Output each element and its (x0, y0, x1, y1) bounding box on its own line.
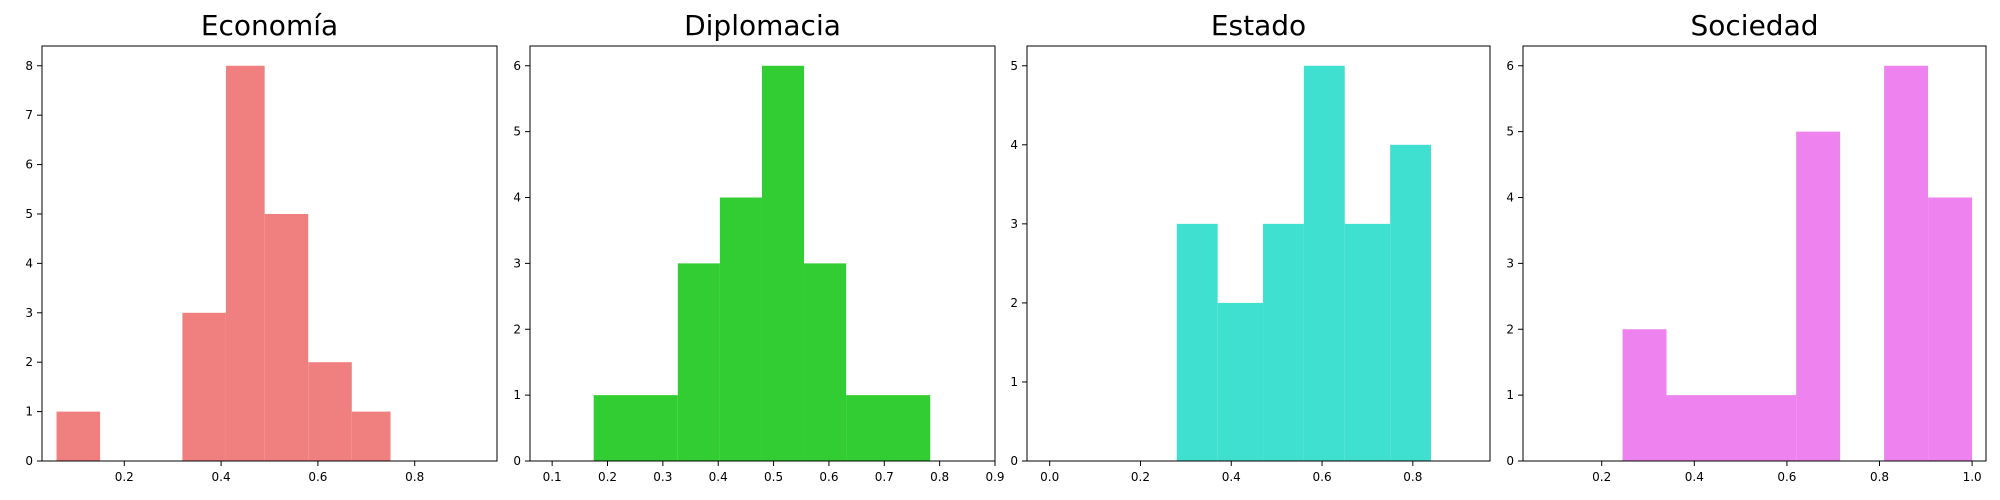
histogram-bar (761, 65, 805, 461)
y-tick-label: 6 (25, 158, 33, 172)
y-tick-label: 0 (1010, 454, 1018, 468)
x-tick-label: 0.6 (1777, 470, 1796, 484)
y-tick-label: 2 (1010, 296, 1018, 310)
y-tick-label: 5 (1010, 59, 1018, 73)
axes-frame (1522, 45, 1987, 462)
x-tick-label: 0.6 (308, 470, 327, 484)
x-tick-label: 0.2 (1592, 470, 1611, 484)
histogram-bar (593, 395, 678, 461)
y-tick-label: 3 (1010, 217, 1018, 231)
panel-title: Estado (1211, 9, 1306, 42)
y-tick-label: 6 (1506, 59, 1514, 73)
y-tick-label: 3 (513, 256, 521, 270)
x-tick-label: 0.7 (875, 470, 894, 484)
histogram-bar (1884, 65, 1929, 461)
x-tick-label: 0.8 (930, 470, 949, 484)
x-tick-label: 0.2 (115, 470, 134, 484)
histogram-bar (719, 197, 762, 461)
y-tick-label: 6 (513, 59, 521, 73)
y-tick-label: 8 (25, 59, 33, 73)
x-tick-label: 0.5 (764, 470, 783, 484)
y-tick-label: 1 (25, 405, 33, 419)
y-tick-label: 5 (513, 125, 521, 139)
histogram-bar (1217, 302, 1264, 461)
y-tick-label: 4 (513, 191, 521, 205)
axes-frame (41, 45, 498, 462)
histogram-bar (225, 65, 265, 461)
panel-1: 0.2 0.4 0.6 0.8 0 1 2 3 4 5 6 7 8 Economía (25, 9, 498, 484)
histogram-bar (308, 362, 352, 461)
x-tick-label: 0.4 (1685, 470, 1704, 484)
y-tick-label: 4 (1010, 138, 1018, 152)
histogram-bar (182, 312, 226, 461)
y-tick-label: 3 (25, 306, 33, 320)
histogram-bar (804, 263, 847, 461)
y-tick-label: 1 (513, 388, 521, 402)
histogram-bar (1928, 197, 1973, 461)
y-tick-label: 2 (1506, 322, 1514, 336)
x-tick-label: 0.6 (819, 470, 838, 484)
y-tick-label: 0 (25, 454, 33, 468)
axes-frame (1026, 45, 1491, 462)
x-tick-label: 0.4 (1222, 470, 1241, 484)
panel-3: 0.0 0.2 0.4 0.6 0.8 0 1 2 3 4 5 Estado (1010, 9, 1491, 484)
histogram-bar (56, 411, 101, 461)
panel-4: 0.2 0.4 0.6 0.8 1.0 0 1 2 3 4 5 6 Sociedad (1506, 9, 1987, 484)
panel-2: 0.1 0.2 0.3 0.4 0.5 0.6 0.7 0.8 0.9 0 1 2 3 4 5 6 Diplom… (513, 9, 1004, 484)
y-tick-label: 0 (513, 454, 521, 468)
panel-title: Diplomacia (684, 9, 841, 42)
panel-title: Sociedad (1690, 9, 1818, 42)
histogram-bar (1622, 329, 1667, 461)
histogram-bar (1390, 144, 1431, 462)
y-tick-label: 5 (1506, 125, 1514, 139)
x-tick-label: 0.9 (985, 470, 1004, 484)
y-tick-label: 7 (25, 108, 33, 122)
panel-title: Economía (201, 9, 338, 42)
y-tick-label: 0 (1506, 454, 1514, 468)
x-tick-label: 0.3 (653, 470, 672, 484)
x-tick-label: 0.4 (709, 470, 728, 484)
x-tick-label: 0.8 (1403, 470, 1422, 484)
y-tick-label: 1 (1506, 388, 1514, 402)
y-tick-label: 1 (1010, 375, 1018, 389)
histogram-bar (677, 263, 720, 461)
x-tick-label: 0.2 (598, 470, 617, 484)
x-tick-label: 0.8 (405, 470, 424, 484)
histogram-bar (846, 395, 931, 461)
y-tick-label: 2 (513, 322, 521, 336)
histogram-bar (1796, 131, 1841, 461)
histogram-bar (1263, 223, 1304, 461)
x-tick-label: 0.1 (543, 470, 562, 484)
x-tick-label: 0.6 (1313, 470, 1332, 484)
y-tick-label: 4 (1506, 191, 1514, 205)
y-tick-label: 3 (1506, 256, 1514, 270)
x-tick-label: 0.2 (1131, 470, 1150, 484)
histogram-bar (1176, 223, 1218, 461)
y-tick-label: 4 (25, 256, 33, 270)
histogram-bar (351, 411, 391, 461)
y-tick-label: 5 (25, 207, 33, 221)
histogram-bar (1344, 223, 1391, 461)
axes-frame (529, 45, 996, 462)
x-tick-label: 1.0 (1963, 470, 1982, 484)
x-tick-label: 0.0 (1040, 470, 1059, 484)
histogram-bar (264, 213, 309, 461)
histogram-bar (1666, 395, 1797, 461)
x-tick-label: 0.4 (212, 470, 231, 484)
histogram-bar (1303, 65, 1345, 461)
x-tick-label: 0.8 (1870, 470, 1889, 484)
y-tick-label: 2 (25, 355, 33, 369)
